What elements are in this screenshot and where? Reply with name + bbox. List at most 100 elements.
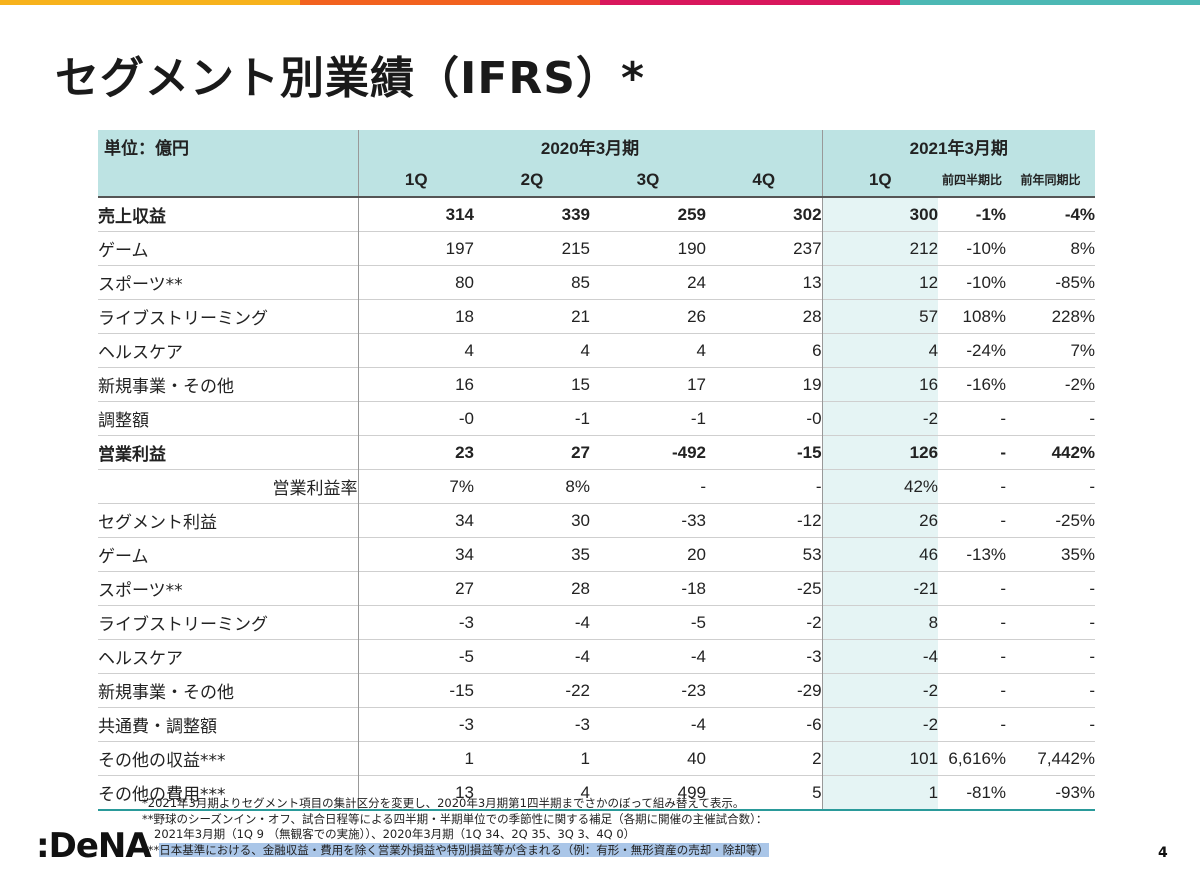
cell-yoy: 7,442%	[1037, 748, 1096, 768]
cell-yoy: -2%	[1064, 374, 1096, 394]
cell-2020-q4: -15	[706, 435, 823, 470]
cell-2021-q1: -2	[822, 707, 939, 742]
header-qoq: 前四半期比	[938, 163, 1007, 197]
cell-2020-q2: -22	[565, 680, 590, 700]
row-label: 売上収益	[98, 197, 359, 232]
cell-qoq: -16%	[966, 374, 1007, 394]
cell-2021-q1: 16	[822, 367, 939, 402]
footnote-1: *2021年3月期よりセグメント項目の集計区分を変更し、2020年3月期第1四半…	[142, 796, 745, 810]
cell-2020-q2: 1	[580, 748, 590, 768]
row-label: セグメント利益	[98, 503, 359, 538]
cell-2020-q4: 6	[706, 333, 823, 368]
cell-yoy: -	[1089, 578, 1096, 598]
cell-2021-q1: 300	[822, 197, 939, 232]
footnote-3-text: 日本基準における、金融収益・費用を除く営業外損益や特別損益等が含まれる（例：有形…	[159, 842, 769, 857]
cell-2021-q1: 212	[822, 231, 939, 266]
table-row: 売上収益 314 339 259 302 300 -1% -4%	[98, 197, 1096, 232]
cell-2021-q1: -4	[822, 639, 939, 674]
table-row: 共通費・調整額 -3 -3 -4 -6 -2 - -	[98, 707, 1096, 742]
cell-2020-q3: 20	[687, 544, 706, 564]
cell-2020-q1: -3	[458, 714, 474, 734]
cell-2020-q4: 28	[706, 299, 823, 334]
cell-qoq: -	[1000, 476, 1007, 496]
cell-2020-q2: 15	[571, 374, 590, 394]
cell-yoy: 442%	[1051, 442, 1096, 462]
table-row: 調整額 -0 -1 -1 -0 -2- -	[98, 401, 1096, 436]
footnote-2: **野球のシーズンイン・オフ、試合日程等による四半期・半期単位での季節性に関する…	[142, 811, 768, 826]
cell-2020-q3: -4	[690, 714, 706, 734]
cell-2020-q4: 53	[706, 537, 823, 572]
table-row: その他の収益*** 1 1 40 2 101 6,616% 7,442%	[98, 741, 1096, 776]
cell-2020-q4: 13	[706, 265, 823, 300]
cell-2020-q1: 4	[464, 340, 474, 360]
cell-qoq: -24%	[966, 340, 1007, 360]
row-label: 新規事業・その他	[98, 367, 359, 402]
cell-2020-q3: -5	[690, 612, 706, 632]
cell-qoq: -	[1000, 680, 1007, 700]
cell-2020-q1: 13	[455, 782, 474, 802]
cell-qoq: -	[1000, 408, 1007, 428]
cell-2021-q1: 12	[822, 265, 939, 300]
cell-qoq: 6,616%	[948, 748, 1007, 768]
cell-2020-q1: 7%	[449, 476, 474, 496]
accent-bar	[0, 0, 1200, 5]
cell-yoy: -	[1089, 408, 1096, 428]
table-row: セグメント利益 34 30 -33 -12 26 - -25%	[98, 503, 1096, 538]
cell-2020-q2: 27	[571, 442, 590, 462]
cell-2020-q4: 237	[706, 231, 823, 266]
page-title: セグメント別業績（IFRS）*	[55, 53, 646, 104]
table-row: ゲーム 34 35 20 53 46 -13% 35%	[98, 537, 1096, 572]
cell-2020-q1: 34	[455, 510, 474, 530]
header-yoy: 前年同期比	[1006, 163, 1096, 197]
header-2020-3q: 3Q	[590, 163, 706, 197]
cell-2020-q1: 23	[455, 442, 474, 462]
cell-2020-q4: 302	[706, 197, 823, 232]
row-label: ヘルスケア	[98, 639, 359, 674]
cell-2021-q1: 57	[822, 299, 939, 334]
row-label: スポーツ**	[98, 265, 359, 300]
cell-2020-q4: 19	[706, 367, 823, 402]
row-label: ライブストリーミング	[98, 299, 359, 334]
cell-2020-q1: 80	[455, 272, 474, 292]
cell-2020-q3: -18	[681, 578, 706, 598]
cell-2021-q1: -2	[822, 673, 939, 708]
cell-yoy: 35%	[1061, 544, 1096, 564]
cell-2021-q1: -21	[822, 571, 939, 606]
cell-2020-q4: -25	[706, 571, 823, 606]
cell-yoy: -25%	[1055, 510, 1096, 530]
cell-2021-q1: 101	[822, 741, 939, 776]
cell-2020-q1: 34	[455, 544, 474, 564]
row-label: ゲーム	[98, 231, 359, 266]
cell-2020-q4: -29	[706, 673, 823, 708]
cell-2020-q2: 339	[561, 204, 590, 224]
cell-2020-q1: 27	[455, 578, 474, 598]
table-row: その他の費用*** 13 4 499 5 1 -81% -93%	[98, 775, 1096, 810]
footnote-3-marker: ***	[142, 842, 160, 857]
cell-2020-q1: 16	[455, 374, 474, 394]
cell-yoy: -4%	[1064, 204, 1096, 224]
cell-2020-q2: 4	[580, 782, 590, 802]
cell-qoq: -	[1000, 442, 1007, 462]
cell-qoq: -	[1000, 578, 1007, 598]
cell-qoq: -1%	[975, 204, 1007, 224]
cell-2021-q1: 4	[822, 333, 939, 368]
table-row: ヘルスケア -5 -4 -4 -3 -4- -	[98, 639, 1096, 674]
cell-2021-q1: 8	[822, 605, 939, 640]
cell-2020-q1: -5	[458, 646, 474, 666]
accent-bar-orange	[300, 0, 600, 5]
table-row: 営業利益率 7% 8% - -42% - -	[98, 469, 1096, 504]
footnote-2-detail: 2021年3月期（1Q 9 （無観客での実施））、2020年3月期（1Q 34、…	[154, 827, 636, 841]
cell-yoy: -85%	[1055, 272, 1096, 292]
cell-2020-q3: 40	[687, 748, 706, 768]
cell-2020-q3: -23	[681, 680, 706, 700]
cell-2020-q2: -4	[574, 646, 590, 666]
table-body: 売上収益 314 339 259 302 300 -1% -4% ゲーム 197 215 190 237…	[98, 197, 1096, 810]
cell-2020-q4: -0	[706, 401, 823, 436]
cell-2020-q4: -6	[706, 707, 823, 742]
cell-2020-q4: 2	[706, 741, 823, 776]
cell-yoy: 228%	[1051, 306, 1096, 326]
header-row-periods: 単位：億円 2020年3月期 2021年3月期	[98, 130, 1096, 163]
cell-2020-q3: -	[700, 476, 706, 496]
dena-logo: :DeNA	[36, 826, 152, 866]
cell-2020-q3: 26	[687, 306, 706, 326]
